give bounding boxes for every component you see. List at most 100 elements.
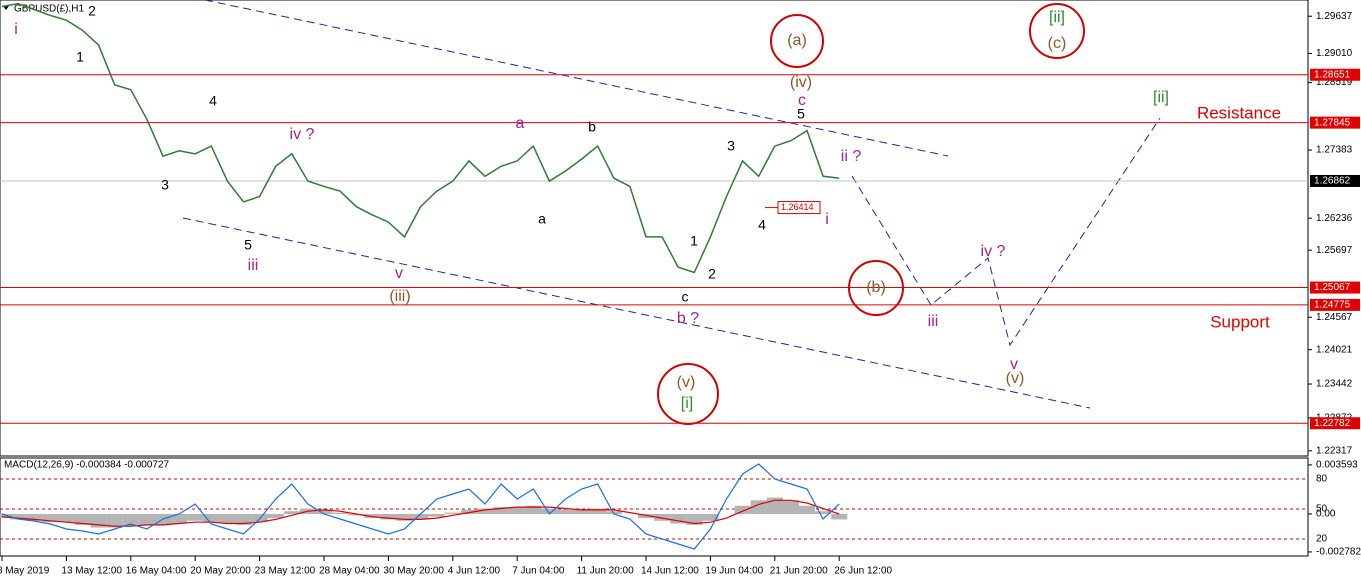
- macd-bar: [316, 509, 333, 514]
- y-tick-label: 1.24021: [1316, 344, 1353, 355]
- circle: [1029, 3, 1085, 59]
- macd-bar: [203, 513, 220, 523]
- wave-label: b ?: [677, 310, 699, 327]
- macd-panel: [0, 457, 1309, 557]
- macd-bar: [187, 513, 204, 521]
- x-tick-label: 16 May 04:00: [126, 566, 187, 577]
- circle: [657, 363, 719, 425]
- x-tick-label: 11 Jun 20:00: [577, 566, 635, 577]
- macd-bar: [831, 513, 848, 520]
- price-marker-label: 1.26414: [781, 202, 814, 212]
- level-label: 1.24775: [1314, 300, 1351, 311]
- wave-label: 2: [708, 266, 716, 282]
- wave-label: iv ?: [981, 243, 1006, 260]
- wave-label: iv ?: [290, 126, 315, 143]
- macd-line: [1, 463, 840, 550]
- macd-bar: [460, 509, 477, 514]
- macd-bar: [122, 513, 139, 527]
- level-label-box: [1310, 68, 1360, 81]
- y-tick-label: 1.28519: [1316, 77, 1353, 88]
- macd-bar: [267, 513, 284, 519]
- macd-bar: [654, 513, 671, 521]
- macd-bar: [525, 505, 542, 514]
- wave-label: (v): [677, 374, 696, 391]
- y2-tick-label: 20: [1316, 534, 1328, 545]
- macd-bar: [734, 505, 751, 514]
- window-title: GBPUSD(£),H1: [14, 4, 84, 15]
- x-tick-label: 19 Jun 04:00: [705, 566, 763, 577]
- y-tick-label: 1.29637: [1316, 11, 1353, 22]
- y-tick-label: 1.26236: [1316, 213, 1353, 224]
- wave-label: i: [825, 211, 829, 228]
- wave-label: (c): [1048, 35, 1067, 52]
- x-tick-label: 20 May 20:00: [190, 566, 251, 577]
- macd-bar: [589, 508, 606, 514]
- upper-channel: [204, 0, 949, 157]
- macd-bar: [799, 505, 816, 514]
- wave-label: i: [14, 21, 18, 38]
- x-tick-label: 30 May 20:00: [383, 566, 444, 577]
- wave-label: iii: [248, 257, 259, 274]
- y-tick-label: 1.24567: [1316, 312, 1353, 323]
- lower-channel: [182, 217, 1091, 409]
- wave-label: Support: [1210, 312, 1270, 331]
- macd-bar: [396, 513, 413, 521]
- macd-bar: [541, 508, 558, 514]
- wave-label: 4: [758, 217, 766, 233]
- macd-bar: [74, 513, 91, 525]
- y-tick-label: 1.22317: [1316, 445, 1353, 456]
- wave-label: 1: [690, 233, 698, 249]
- y2-tick-label: 80: [1316, 474, 1328, 485]
- macd-bar: [573, 509, 590, 514]
- wave-label: (v): [1006, 370, 1025, 387]
- macd-bar: [380, 513, 397, 520]
- level-label: 1.27845: [1314, 117, 1351, 128]
- x-tick-label: 26 Jun 12:00: [834, 566, 892, 577]
- macd-bar: [670, 513, 687, 524]
- wave-label: 4: [209, 93, 217, 109]
- macd-line: [1, 499, 840, 527]
- wave-label: v: [395, 265, 403, 282]
- macd-bar: [557, 509, 574, 514]
- wave-label: 3: [727, 138, 735, 154]
- wave-label: c: [798, 92, 806, 109]
- macd-bar: [412, 513, 429, 520]
- level-label-box: [1310, 417, 1360, 430]
- macd-bar: [106, 513, 123, 528]
- wave-label: 3: [161, 177, 169, 193]
- wave-label: (a): [787, 32, 807, 49]
- macd-bar: [428, 513, 445, 517]
- y-tick-label: 1.27383: [1316, 145, 1353, 156]
- macd-bar: [235, 513, 252, 525]
- macd-bar: [42, 513, 59, 523]
- macd-bar: [509, 507, 526, 514]
- macd-bar: [477, 508, 494, 514]
- macd-bar: [26, 513, 43, 521]
- macd-title: MACD(12,26,9) -0.000384 -0.000727: [4, 460, 170, 471]
- macd-bar: [686, 513, 703, 525]
- circle: [770, 14, 824, 68]
- x-tick-label: 23 May 12:00: [255, 566, 316, 577]
- y-tick-label: 0.00: [1316, 509, 1336, 520]
- macd-bar: [364, 513, 381, 519]
- wave-label: (iv): [790, 74, 812, 91]
- wave-label: 5: [797, 106, 805, 122]
- macd-bar: [58, 513, 75, 523]
- x-tick-label: 21 Jun 20:00: [770, 566, 828, 577]
- macd-bar: [348, 513, 365, 516]
- wave-label: iii: [928, 313, 939, 330]
- level-label-box: [1310, 298, 1360, 311]
- macd-bar: [138, 513, 155, 525]
- price-panel: [0, 0, 1309, 457]
- macd-bar: [332, 512, 349, 514]
- y-tick-label: 0.003593: [1316, 460, 1358, 471]
- wave-label: [ii]: [1049, 9, 1065, 26]
- last-price-box: [1310, 174, 1360, 187]
- macd-bar: [638, 513, 655, 519]
- macd-bar: [171, 513, 188, 524]
- price-marker-box: [777, 201, 821, 215]
- wave-label: 2: [88, 3, 96, 19]
- trend-lines: [182, 0, 1161, 409]
